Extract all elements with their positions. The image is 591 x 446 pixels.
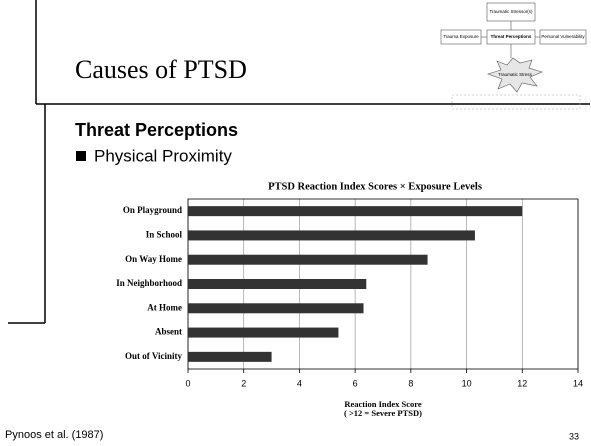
- x-tick-label: 2: [241, 378, 246, 388]
- bar: [188, 230, 475, 241]
- x-tick-label: 12: [517, 378, 527, 388]
- diagram-border: [451, 94, 581, 110]
- diagram-starburst: [487, 57, 543, 93]
- slide-title: Causes of PTSD: [75, 55, 247, 84]
- bar: [188, 351, 272, 362]
- bar: [188, 327, 339, 338]
- heading: Threat Perceptions: [75, 120, 238, 140]
- x-tick-label: 6: [353, 378, 358, 388]
- y-tick-label: Out of Vicinity: [125, 351, 183, 361]
- bar: [188, 279, 367, 289]
- x-tick-label: 0: [185, 378, 190, 388]
- bullet-text: Physical Proximity: [94, 146, 232, 165]
- diagram-label: Traumatic Stress: [498, 72, 533, 77]
- x-tick-label: 8: [408, 378, 413, 388]
- x-tick-label: 4: [297, 378, 302, 388]
- y-tick-label: Absent: [155, 327, 182, 337]
- diagram-label: Personal Vulnerability: [541, 34, 585, 39]
- chart: PTSD Reaction Index Scores × Exposure Le…: [116, 181, 583, 418]
- bar: [188, 206, 523, 217]
- y-tick-label: In School: [146, 229, 183, 239]
- y-tick-label: At Home: [147, 302, 182, 312]
- y-tick-label: On Playground: [123, 205, 182, 215]
- citation: Pynoos et al. (1987): [5, 429, 103, 441]
- bar: [188, 303, 364, 314]
- bullet-icon: [76, 151, 86, 161]
- diagram-label: Traumatic Stressor(s): [489, 9, 533, 14]
- x-tick-label: 14: [573, 378, 583, 388]
- x-axis-label: Reaction Index Score: [344, 399, 422, 409]
- bar: [188, 254, 428, 265]
- diagram-label: Trauma Exposure: [443, 34, 479, 39]
- y-tick-label: In Neighborhood: [116, 278, 182, 288]
- diagram-label: Threat Perceptions: [491, 34, 532, 39]
- chart-title: PTSD Reaction Index Scores × Exposure Le…: [268, 181, 482, 192]
- page-number: 33: [569, 431, 579, 441]
- x-tick-label: 10: [462, 378, 472, 388]
- x-axis-note: ( >12 = Severe PTSD): [344, 408, 422, 418]
- y-tick-label: On Way Home: [125, 254, 182, 264]
- diagram: Traumatic Stressor(s) Trauma Exposure Th…: [440, 2, 587, 110]
